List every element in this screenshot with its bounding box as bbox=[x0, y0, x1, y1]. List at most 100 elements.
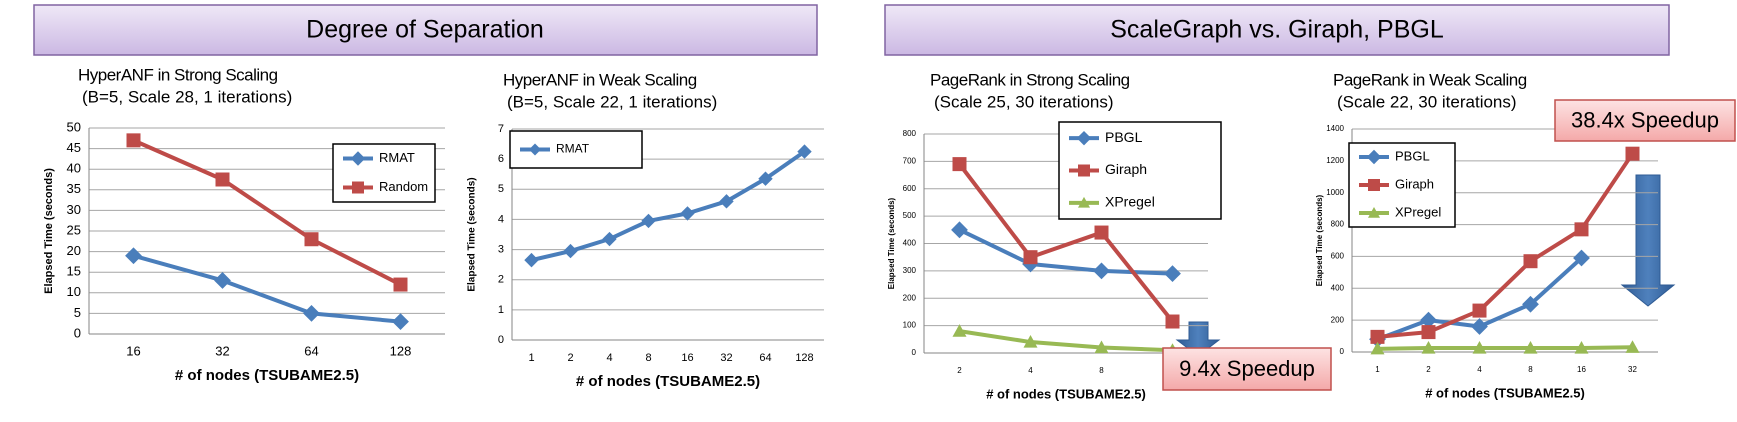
legend-label: Random bbox=[379, 179, 428, 194]
y-tick-label: 0 bbox=[498, 334, 504, 346]
series-line bbox=[1377, 345, 1633, 351]
x-tick-label: 128 bbox=[795, 352, 813, 364]
y-tick-label: 0 bbox=[74, 325, 81, 340]
x-tick-label: 16 bbox=[126, 343, 140, 358]
legend-label: XPregel bbox=[1395, 204, 1441, 219]
x-tick-label: 64 bbox=[304, 343, 318, 358]
legend-label: PBGL bbox=[1105, 129, 1143, 145]
marker bbox=[1472, 303, 1487, 318]
series-line bbox=[132, 138, 402, 287]
chart-subtitle: (B=5, Scale 22, 1 iterations) bbox=[507, 92, 717, 111]
marker bbox=[1370, 329, 1385, 344]
arrow bbox=[1620, 174, 1676, 307]
y-tick-label: 0 bbox=[1340, 347, 1345, 356]
marker bbox=[350, 151, 366, 166]
y-tick-label: 700 bbox=[903, 156, 917, 165]
y-axis-label: Elapsed Time (seconds) bbox=[1315, 194, 1324, 286]
x-axis-label: # of nodes (TSUBAME2.5) bbox=[1425, 385, 1585, 400]
legend-label: Giraph bbox=[1105, 161, 1147, 177]
y-tick-label: 5 bbox=[74, 305, 81, 320]
series-line bbox=[132, 253, 401, 324]
x-axis-label: # of nodes (TSUBAME2.5) bbox=[175, 367, 359, 384]
marker bbox=[641, 213, 656, 229]
marker bbox=[1472, 341, 1487, 354]
y-tick-label: 20 bbox=[67, 243, 81, 258]
y-tick-label: 400 bbox=[1331, 283, 1345, 292]
marker bbox=[952, 157, 967, 172]
marker bbox=[563, 243, 578, 259]
marker bbox=[1023, 250, 1038, 265]
x-tick-label: 2 bbox=[567, 352, 573, 364]
marker bbox=[1023, 335, 1038, 348]
marker bbox=[1421, 325, 1436, 340]
marker bbox=[1094, 340, 1109, 354]
y-tick-label: 3 bbox=[498, 243, 504, 255]
x-tick-label: 2 bbox=[1426, 365, 1431, 374]
marker bbox=[1574, 222, 1589, 237]
series-line bbox=[1377, 152, 1635, 339]
callout-box bbox=[1162, 347, 1332, 391]
chart-title: HyperANF in Weak Scaling bbox=[503, 70, 697, 89]
x-tick-label: 8 bbox=[1528, 365, 1533, 374]
marker bbox=[1164, 265, 1181, 283]
legend-label: RMAT bbox=[379, 150, 415, 165]
banner-title: ScaleGraph vs. Giraph, PBGL bbox=[1110, 16, 1444, 44]
y-axis-label: Elapsed Time (seconds) bbox=[887, 197, 896, 289]
x-axis-label: # of nodes (TSUBAME2.5) bbox=[576, 373, 760, 390]
marker bbox=[952, 324, 967, 337]
marker bbox=[1471, 318, 1488, 335]
y-tick-label: 800 bbox=[1331, 220, 1345, 229]
series-line bbox=[957, 162, 1175, 323]
y-tick-label: 200 bbox=[903, 293, 917, 302]
x-tick-label: 32 bbox=[215, 343, 229, 358]
y-tick-label: 100 bbox=[903, 321, 917, 330]
legend-label: XPregel bbox=[1105, 194, 1155, 210]
y-tick-label: 400 bbox=[903, 239, 917, 248]
marker bbox=[1625, 146, 1640, 161]
y-tick-label: 300 bbox=[903, 266, 917, 275]
y-tick-label: 200 bbox=[1331, 315, 1345, 324]
x-axis-label: # of nodes (TSUBAME2.5) bbox=[986, 386, 1146, 401]
y-tick-label: 4 bbox=[498, 213, 504, 225]
y-tick-label: 1 bbox=[498, 304, 504, 316]
y-tick-label: 50 bbox=[67, 119, 81, 134]
y-tick-label: 25 bbox=[67, 222, 81, 237]
marker bbox=[1523, 254, 1538, 269]
x-tick-label: 8 bbox=[645, 352, 651, 364]
marker bbox=[1420, 311, 1437, 329]
x-tick-label: 16 bbox=[681, 352, 693, 364]
marker bbox=[719, 194, 734, 209]
y-tick-label: 45 bbox=[67, 140, 81, 155]
banner-title: Degree of Separation bbox=[306, 16, 544, 44]
chart-subtitle: (Scale 22, 30 iterations) bbox=[1337, 92, 1517, 111]
y-tick-label: 40 bbox=[67, 161, 81, 176]
x-tick-label: 4 bbox=[1477, 365, 1482, 374]
y-tick-label: 500 bbox=[903, 211, 917, 220]
marker bbox=[680, 206, 695, 221]
chart-title: HyperANF in Strong Scaling bbox=[78, 65, 278, 84]
y-tick-label: 600 bbox=[903, 184, 917, 193]
x-tick-label: 8 bbox=[1099, 366, 1104, 375]
x-tick-label: 128 bbox=[390, 343, 412, 358]
x-tick-label: 16 bbox=[1577, 365, 1586, 374]
marker bbox=[304, 232, 319, 247]
y-tick-label: 6 bbox=[498, 153, 504, 165]
y-tick-label: 1200 bbox=[1326, 156, 1344, 165]
y-tick-label: 35 bbox=[67, 181, 81, 196]
marker bbox=[1625, 340, 1640, 353]
legend-box bbox=[332, 143, 436, 203]
series-line bbox=[959, 329, 1173, 353]
y-tick-label: 1000 bbox=[1326, 188, 1344, 197]
marker bbox=[125, 247, 142, 265]
x-tick-label: 4 bbox=[1028, 366, 1033, 375]
chart-subtitle: (B=5, Scale 28, 1 iterations) bbox=[82, 87, 292, 106]
marker bbox=[1573, 249, 1590, 267]
y-tick-label: 0 bbox=[912, 348, 917, 357]
marker bbox=[1574, 341, 1589, 354]
marker bbox=[303, 305, 320, 322]
x-tick-label: 32 bbox=[720, 352, 732, 364]
callout-box bbox=[1554, 99, 1736, 142]
marker bbox=[1093, 262, 1110, 280]
marker bbox=[1523, 341, 1538, 354]
y-tick-label: 1400 bbox=[1326, 124, 1344, 133]
